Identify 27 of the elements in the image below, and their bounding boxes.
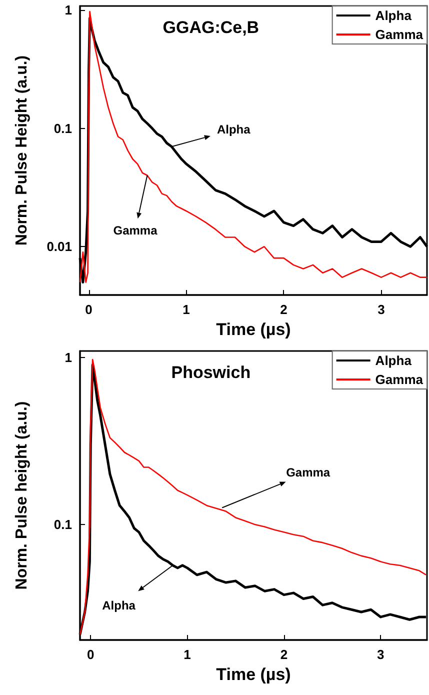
annotation: Gamma — [286, 466, 330, 480]
x-tick-label: 2 — [280, 647, 288, 662]
x-tick-label: 3 — [378, 302, 385, 317]
x-tick-label: 0 — [87, 647, 94, 662]
y-axis-title: Norm. Pulse Height (a.u.) — [14, 55, 30, 246]
annotation: Gamma — [113, 223, 158, 238]
x-tick-label: 1 — [184, 647, 191, 662]
x-axis-title: Time (µs) — [216, 320, 291, 339]
y-tick-label: 1 — [64, 350, 72, 365]
x-tick-label: 2 — [280, 302, 288, 317]
x-tick-label: 0 — [85, 302, 92, 317]
annotation: Alpha — [216, 122, 251, 137]
text: GGAG:Ce,B — [162, 18, 260, 37]
legend-label: Alpha — [375, 8, 412, 23]
y-tick-label: 0.01 — [46, 239, 72, 254]
x-tick-label: 1 — [182, 302, 190, 317]
annotation: Alpha — [102, 598, 136, 612]
y-tick-label: 0.1 — [54, 517, 72, 532]
y-tick-label: 0.1 — [54, 120, 72, 136]
text: Phoswich — [171, 363, 251, 382]
y-axis-title: Norm. Pulse height (a.u.) — [14, 401, 30, 590]
y-tick-label: 1 — [64, 2, 72, 18]
legend-label: Alpha — [375, 353, 412, 368]
legend-label: Gamma — [375, 27, 424, 42]
x-tick-label: 3 — [376, 647, 384, 662]
x-axis-title: Time (µs) — [216, 665, 291, 684]
legend-label: Gamma — [375, 372, 424, 387]
